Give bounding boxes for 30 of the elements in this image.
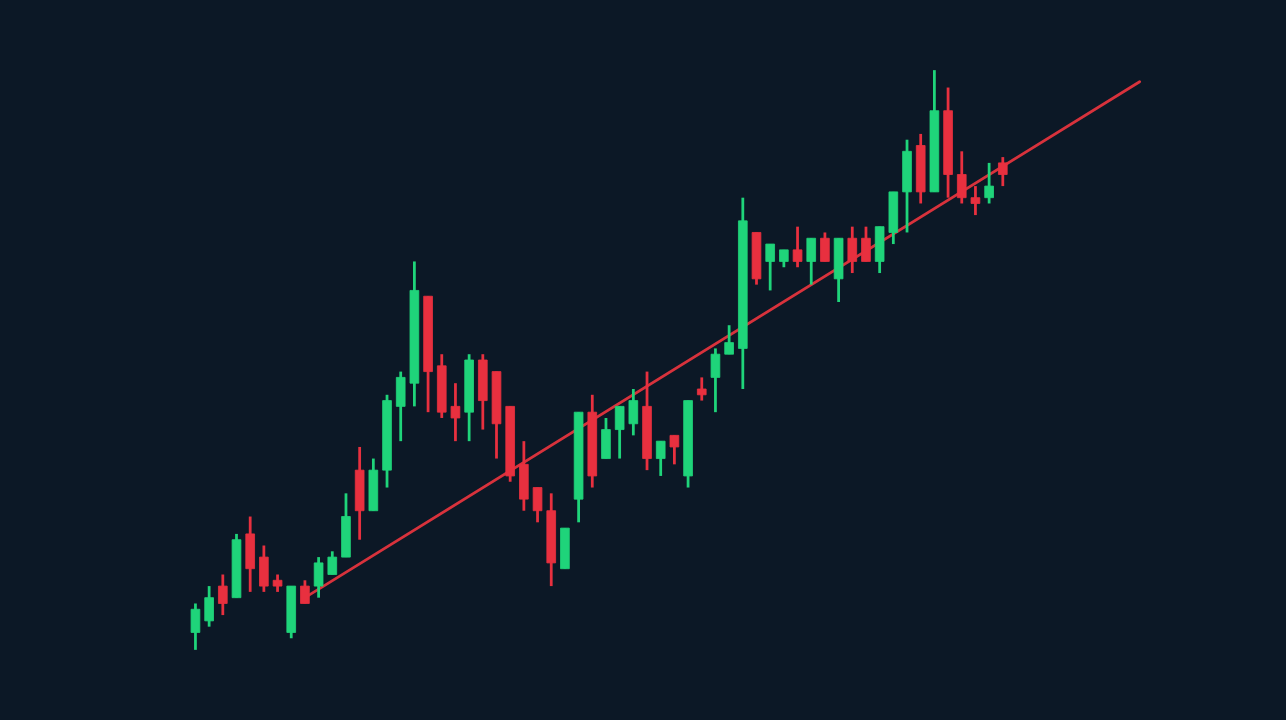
candlestick — [519, 439, 529, 513]
candlestick — [915, 132, 926, 205]
candlestick — [820, 231, 830, 263]
candlestick — [259, 544, 269, 594]
candlestick — [245, 515, 255, 594]
candlestick — [354, 445, 365, 542]
candlestick — [861, 225, 871, 263]
candlestick — [286, 584, 297, 640]
candlestick — [368, 457, 379, 513]
candlestick — [833, 236, 844, 304]
candlestick — [710, 347, 721, 414]
candlestick — [204, 584, 214, 629]
candlestick — [806, 236, 817, 287]
candlestick — [751, 231, 762, 287]
candlestick — [341, 491, 351, 559]
candlestick — [792, 225, 803, 269]
candlestick — [765, 242, 775, 292]
candlestick — [902, 138, 912, 234]
candlestick — [655, 439, 666, 478]
candlestick — [190, 602, 201, 652]
candlestick — [998, 155, 1008, 188]
candlestick — [696, 376, 707, 402]
candlestick — [560, 526, 570, 571]
candlestick — [984, 161, 994, 205]
candlestick — [724, 323, 734, 356]
candlestick — [300, 578, 310, 605]
candlestick — [669, 433, 680, 466]
candlestick — [218, 573, 228, 617]
candlestick — [601, 416, 611, 460]
candlestick — [847, 225, 858, 275]
